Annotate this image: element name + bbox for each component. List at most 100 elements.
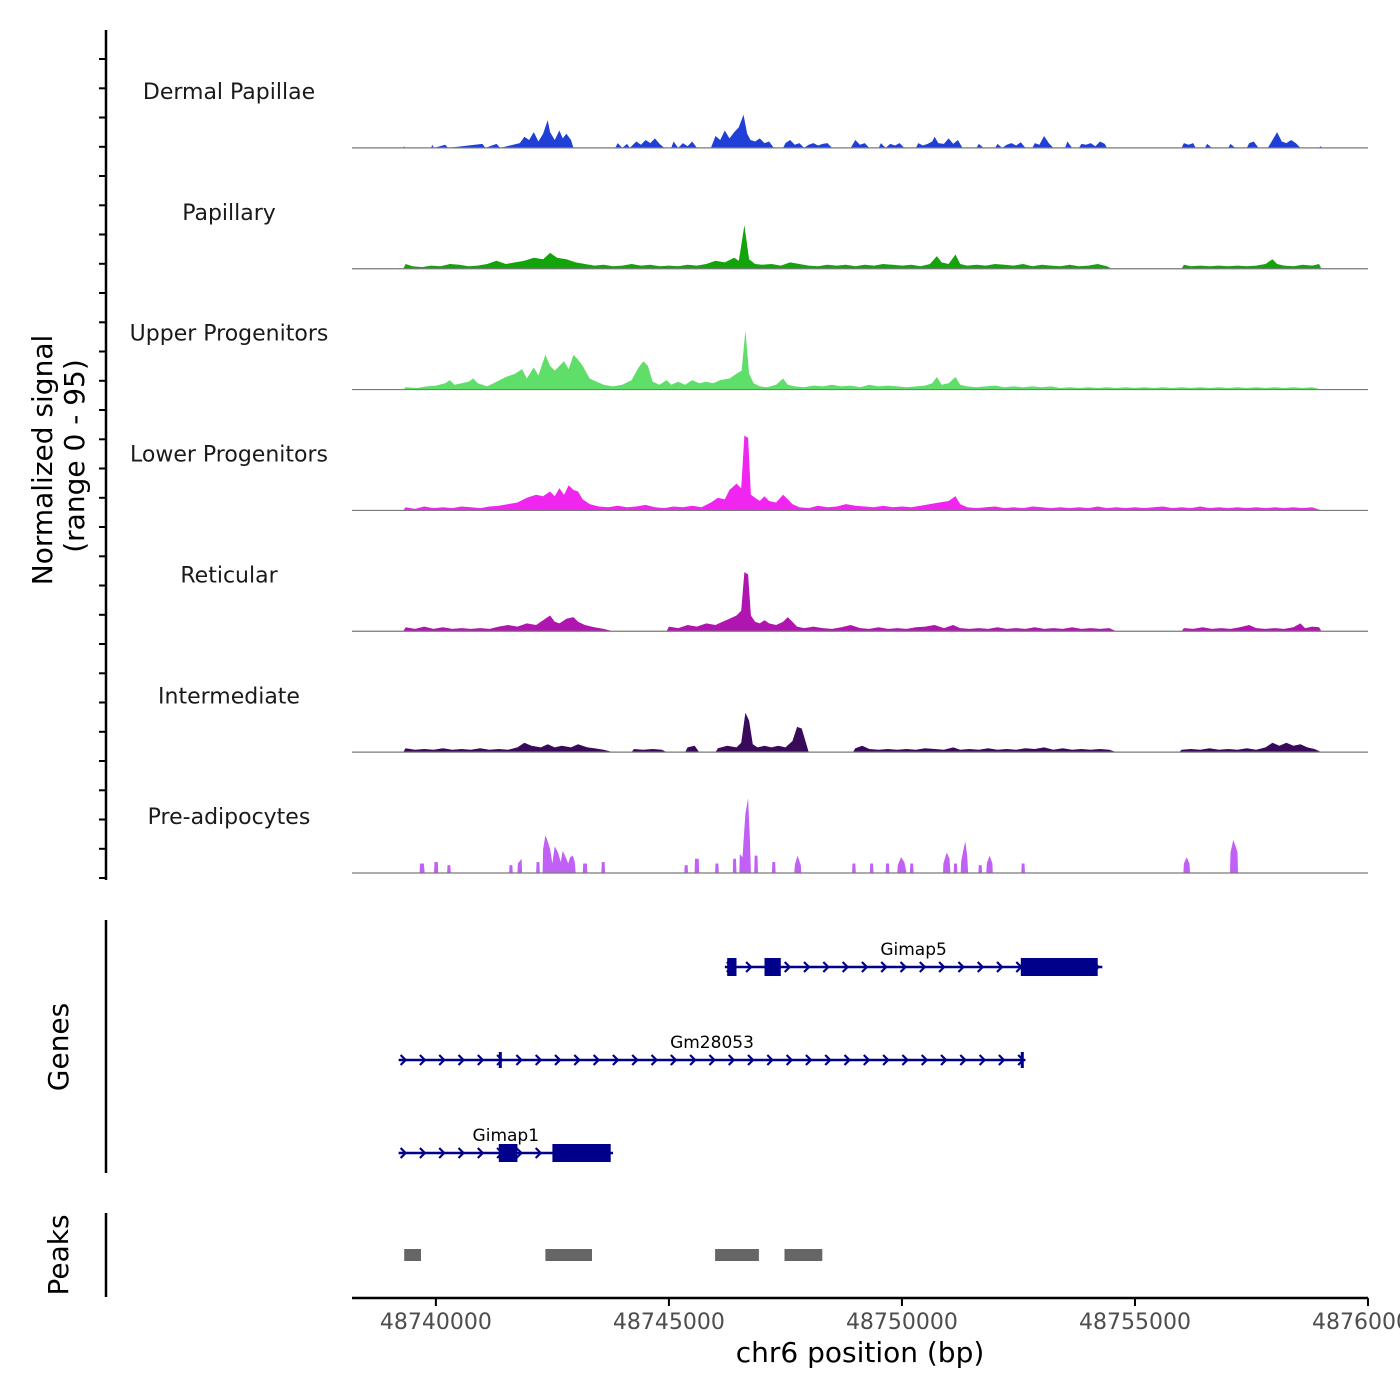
strand-arrow — [689, 1054, 697, 1066]
x-tick-label: 48760000 — [1312, 1310, 1400, 1335]
strand-arrow — [785, 1054, 794, 1066]
peaks-panel-label: Peaks — [42, 1214, 75, 1295]
track-upper-progenitors: Upper Progenitors — [130, 322, 1368, 391]
y-axis-title-line2: (range 0 - 95) — [58, 359, 91, 553]
strand-arrow — [534, 1147, 543, 1159]
strand-arrow — [670, 1054, 678, 1066]
strand-arrow — [419, 1054, 427, 1066]
strand-arrow — [841, 961, 850, 973]
track-label: Pre-adipocytes — [148, 805, 311, 830]
strand-arrow — [438, 1054, 446, 1066]
track-pre-adipocytes: Pre-adipocytes — [148, 798, 1368, 874]
gene-exon — [1020, 1052, 1024, 1068]
strand-arrow — [747, 1054, 755, 1066]
gene-exon — [552, 1144, 611, 1162]
track-signal-area — [403, 572, 1322, 632]
track-reticular: Reticular — [180, 563, 1368, 632]
peak-region — [715, 1249, 759, 1261]
x-tick-label: 48750000 — [846, 1310, 958, 1335]
gene-exon — [727, 958, 737, 976]
strand-arrow — [863, 1054, 871, 1066]
strand-arrow — [861, 961, 869, 973]
track-label: Reticular — [180, 563, 278, 588]
strand-arrow — [419, 1147, 427, 1159]
strand-arrow — [805, 1054, 813, 1066]
strand-arrow — [959, 1054, 967, 1066]
peak-region — [784, 1249, 823, 1261]
track-label: Lower Progenitors — [130, 443, 328, 468]
gene-exon — [498, 1052, 502, 1068]
track-dermal-papillae: Dermal Papillae — [143, 80, 1368, 149]
strand-arrow — [938, 961, 946, 973]
strand-arrow — [976, 961, 985, 973]
track-intermediate: Intermediate — [158, 684, 1368, 753]
strand-arrow — [998, 1054, 1006, 1066]
strand-arrow — [534, 1054, 543, 1066]
peak-region — [404, 1249, 421, 1261]
gene-gm28053: Gm28053 — [398, 1033, 1026, 1068]
genes-panel-label: Genes — [42, 1003, 75, 1091]
strand-arrow — [399, 1147, 408, 1159]
gene-exon — [764, 958, 781, 976]
strand-arrow — [650, 1054, 659, 1066]
x-axis: 48740000 48745000 48750000 48755000 48760000 — [352, 1296, 1400, 1335]
strand-arrow — [612, 1054, 620, 1066]
track-signal-area — [403, 712, 1322, 753]
strand-arrow — [822, 961, 830, 973]
strand-arrow — [766, 1054, 774, 1066]
signal-y-axis — [99, 30, 108, 880]
peak-region — [545, 1249, 592, 1261]
strand-arrow — [745, 961, 753, 973]
strand-arrow — [940, 1054, 948, 1066]
strand-arrow — [803, 961, 811, 973]
strand-arrow — [457, 1147, 466, 1159]
strand-arrow — [515, 1147, 523, 1159]
strand-arrow — [901, 1054, 909, 1066]
strand-arrow — [996, 961, 1004, 973]
strand-arrow — [631, 1054, 639, 1066]
track-label: Papillary — [182, 201, 276, 226]
strand-arrow — [843, 1054, 852, 1066]
strand-arrow — [727, 1054, 736, 1066]
gene-label: Gm28053 — [670, 1033, 754, 1053]
strand-arrow — [920, 1054, 929, 1066]
strand-arrow — [882, 1054, 890, 1066]
strand-arrow — [496, 1054, 504, 1066]
track-papillary: Papillary — [182, 201, 1368, 270]
track-signal-area — [419, 798, 1239, 873]
strand-arrow — [978, 1054, 987, 1066]
track-signal-area — [403, 435, 1322, 511]
x-tick-label: 48745000 — [613, 1310, 725, 1335]
gene-exon — [498, 1144, 518, 1162]
strand-arrow — [783, 961, 792, 973]
gene-label: Gimap1 — [473, 1126, 539, 1146]
x-tick-label: 48740000 — [380, 1310, 492, 1335]
strand-arrow — [515, 1054, 523, 1066]
strand-arrow — [477, 1054, 485, 1066]
gene-label: Gimap5 — [880, 940, 946, 960]
strand-arrow — [399, 1054, 408, 1066]
strand-arrow — [438, 1147, 446, 1159]
strand-arrow — [880, 961, 888, 973]
track-signal-area — [403, 225, 1322, 269]
strand-arrow — [592, 1054, 601, 1066]
strand-arrow — [824, 1054, 832, 1066]
gene-gimap5: Gimap5 — [724, 940, 1103, 976]
strand-arrow — [457, 1054, 466, 1066]
track-label: Upper Progenitors — [130, 322, 329, 347]
gene-exon — [1020, 958, 1098, 976]
gene-gimap1: Gimap1 — [398, 1126, 613, 1162]
y-axis-title-line1: Normalized signal — [26, 335, 59, 586]
track-signal-area — [403, 114, 1323, 148]
strand-arrow — [554, 1054, 562, 1066]
track-label: Dermal Papillae — [143, 80, 315, 105]
track-lower-progenitors: Lower Progenitors — [130, 435, 1368, 512]
x-axis-title: chr6 position (bp) — [736, 1336, 985, 1369]
track-label: Intermediate — [158, 684, 300, 709]
x-tick-label: 48755000 — [1079, 1310, 1191, 1335]
strand-arrow — [919, 961, 927, 973]
strand-arrow — [899, 961, 908, 973]
strand-arrow — [477, 1147, 485, 1159]
strand-arrow — [708, 1054, 716, 1066]
